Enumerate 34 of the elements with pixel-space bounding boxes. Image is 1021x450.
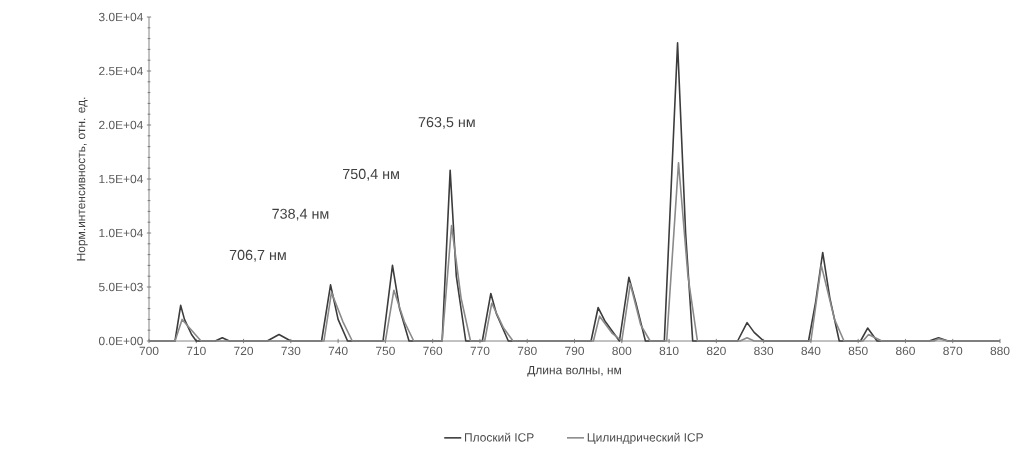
x-tick-label: 740 [328, 346, 348, 356]
x-tick-label: 760 [423, 346, 443, 356]
x-tick-label: 770 [470, 346, 490, 356]
y-tick-label: 5.0E+03 [98, 282, 143, 292]
x-tick-label: 860 [895, 346, 915, 356]
annotation: 763,5 нм [418, 117, 475, 129]
x-tick-label: 790 [565, 346, 585, 356]
annotation: 750,4 нм [343, 168, 399, 181]
y-tick-label: 2.5E+04 [99, 66, 143, 76]
y-tick-label: 0.0E+00 [98, 336, 143, 346]
x-tick-label: 720 [234, 346, 254, 356]
y-tick-label: 3.0E+04 [98, 12, 143, 22]
x-axis-title: Длина волны, нм [527, 365, 621, 377]
y-tick-label: 1.0E+04 [99, 228, 143, 238]
x-tick-label: 810 [659, 346, 679, 356]
legend-label: Цилиндрический ICP [587, 432, 703, 445]
y-tick-label: 2.0E+04 [99, 120, 143, 130]
x-tick-label: 830 [754, 346, 774, 356]
annotation: 706,7 нм [229, 249, 286, 262]
legend-label: Плоский ICP [465, 432, 534, 442]
x-tick-label: 700 [139, 346, 159, 356]
x-tick-label: 850 [848, 346, 868, 356]
annotation: 738,4 нм [272, 208, 329, 221]
y-axis-title: Норм.интенсивность, отн. ед. [76, 97, 88, 261]
x-tick-label: 870 [943, 346, 963, 356]
y-tick-label: 1.5E+04 [99, 174, 143, 184]
x-tick-label: 800 [612, 346, 632, 356]
x-tick-label: 730 [281, 346, 301, 356]
x-tick-label: 710 [186, 346, 206, 356]
x-tick-label: 820 [706, 346, 726, 356]
x-tick-label: 880 [990, 346, 1010, 356]
x-tick-label: 840 [801, 346, 821, 356]
x-tick-label: 750 [376, 346, 395, 356]
x-tick-label: 780 [517, 346, 537, 356]
